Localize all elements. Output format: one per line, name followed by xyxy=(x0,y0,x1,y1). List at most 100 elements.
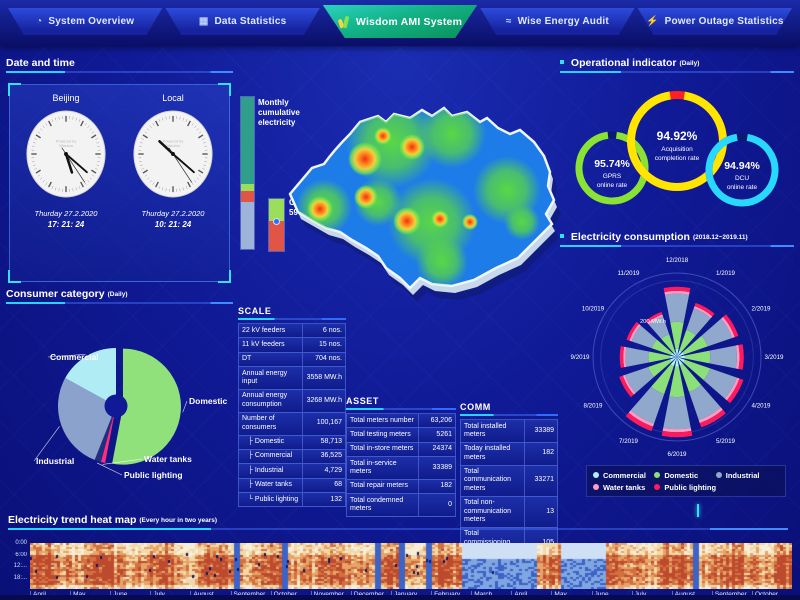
table-head-line xyxy=(238,318,346,320)
clock-date: Thurday 27.2.2020 xyxy=(141,209,205,218)
svg-text:Acquisition: Acquisition xyxy=(661,146,693,153)
consumer-pie-chart: Domestic Water tanks Public lighting Indust… xyxy=(6,304,233,509)
trend-heatmap-panel: Electricity trend heat map (Every hour in… xyxy=(0,514,800,600)
title-underline xyxy=(8,528,788,530)
row-label: Total installed meters xyxy=(464,422,507,438)
svg-text:DCU: DCU xyxy=(735,175,749,182)
row-label: └ Public lighting xyxy=(248,495,299,503)
row-value: 5261 xyxy=(418,428,455,442)
svg-text:5/2019: 5/2019 xyxy=(716,438,735,445)
row-value: 182 xyxy=(418,479,455,494)
table-row: ├ Commercial 36,525 xyxy=(238,449,346,465)
table-row: └ Public lighting 132 xyxy=(238,493,346,508)
table-row: Total testing meters 5261 xyxy=(346,428,456,443)
system-overview-icon: ◔ xyxy=(36,16,43,27)
clock-time: 10: 21: 24 xyxy=(154,220,192,229)
svg-text:10/2019: 10/2019 xyxy=(582,306,605,313)
table-head-line xyxy=(346,408,456,410)
tab-data-statistics[interactable]: ▦ Data Statistics xyxy=(165,8,319,35)
svg-text:Wisdom: Wisdom xyxy=(59,143,73,148)
clock-box: Beijing Powered by Wisdom Thurday 27.2.20… xyxy=(8,83,231,283)
svg-text:Public lighting: Public lighting xyxy=(124,470,183,480)
row-value: 6 nos. xyxy=(302,324,345,338)
decor-tick xyxy=(697,504,699,517)
svg-text:11/2019: 11/2019 xyxy=(618,270,640,277)
hour-label: 18:... xyxy=(13,574,27,581)
row-value: 3268 MW.h xyxy=(302,389,345,412)
analog-clock: Powered by Wisdom xyxy=(121,107,225,206)
svg-text:4/2019: 4/2019 xyxy=(752,403,771,410)
row-label: ├ Water tanks xyxy=(248,481,292,489)
local-clock: Local Powered by Wisdom Thurday 27.2.2020… xyxy=(121,93,225,229)
row-value: 100,167 xyxy=(302,412,345,435)
corner-accent xyxy=(218,83,231,96)
legend-item: Industrial xyxy=(715,469,777,481)
table-row: Total installed meters 33389 xyxy=(460,419,558,443)
table-row: Total in-store meters 24374 xyxy=(346,442,456,458)
row-label: Total meters number xyxy=(350,416,414,424)
row-label: Total testing meters xyxy=(350,430,411,438)
hour-label: 0:00 xyxy=(15,540,27,546)
svg-text:94.92%: 94.92% xyxy=(657,129,698,143)
tab-system-overview[interactable]: ◔ System Overview xyxy=(8,8,162,35)
row-label: Today installed meters xyxy=(464,445,511,461)
table-row: 11 kV feeders 15 nos. xyxy=(238,338,346,353)
scale-table-title: SCALE xyxy=(238,306,272,316)
table-row: Total non-communication meters 13 xyxy=(460,496,558,528)
corner-accent xyxy=(8,83,21,96)
tab-power-outage-statistics[interactable]: ⚡ Power Outage Statistics xyxy=(638,8,792,35)
energy-audit-icon: ≈ xyxy=(505,16,512,27)
current-load-marker xyxy=(273,218,280,225)
row-label: Total in-store meters xyxy=(350,445,414,453)
row-value: 13 xyxy=(524,496,557,527)
electricity-consumption-title: Electricity consumption (2018.12~2019.11) xyxy=(560,231,794,243)
svg-text:Powered by: Powered by xyxy=(56,138,77,143)
row-label: Total communication meters xyxy=(464,468,512,492)
table-row: Annual energy input 3558 MW.h xyxy=(238,367,346,390)
clock-city-label: Local xyxy=(162,93,184,103)
svg-text:12/2018: 12/2018 xyxy=(666,257,689,264)
table-row: Number of consumers 100,167 xyxy=(238,412,346,436)
row-value: 4,729 xyxy=(302,464,345,478)
svg-text:completion rate: completion rate xyxy=(655,155,700,162)
row-value: 704 nos. xyxy=(302,352,345,367)
row-label: Annual energy input xyxy=(242,369,288,386)
row-label: Number of consumers xyxy=(242,415,277,431)
row-label: 22 kV feeders xyxy=(242,326,286,334)
date-time-panel: Date and time Beijing Powered by Wisdom T… xyxy=(6,57,233,286)
legend-item: Public lighting xyxy=(654,481,716,493)
svg-text:GPRS: GPRS xyxy=(603,173,622,180)
asset-table: ASSET Total meters number 63,206 Total tes… xyxy=(346,396,456,518)
svg-text:3/2019: 3/2019 xyxy=(765,354,784,361)
row-value: 58,713 xyxy=(302,435,345,449)
tab-wise-energy-audit[interactable]: ≈ Wise Energy Audit xyxy=(480,8,634,35)
row-label: ├ Commercial xyxy=(248,452,293,460)
legend-item: Water tanks xyxy=(593,481,654,493)
row-value: 68 xyxy=(302,478,345,493)
svg-text:Industrial: Industrial xyxy=(36,456,74,466)
tab-wisdom-ami-system[interactable]: Wisdom AMI System xyxy=(323,5,477,38)
svg-text:9/2019: 9/2019 xyxy=(571,354,590,361)
row-label: DT xyxy=(242,355,252,363)
table-row: ├ Water tanks 68 xyxy=(238,478,346,494)
svg-text:6/2019: 6/2019 xyxy=(668,451,687,458)
operational-indicator-title: Operational indicator (Daily) xyxy=(560,57,794,69)
svg-text:200 MW.h: 200 MW.h xyxy=(640,319,666,325)
row-label: Total in-service meters xyxy=(350,459,397,476)
row-value: 0 xyxy=(418,494,455,517)
row-value: 33271 xyxy=(524,465,557,496)
corner-accent xyxy=(218,270,231,283)
clock-city-label: Beijing xyxy=(52,93,80,103)
svg-text:Powered by: Powered by xyxy=(163,138,184,143)
row-value: 3558 MW.h xyxy=(302,367,345,389)
row-label: Total non-communication meters xyxy=(464,499,512,524)
power-outage-icon: ⚡ xyxy=(645,16,659,27)
row-value: 132 xyxy=(302,493,345,507)
corner-accent xyxy=(8,270,21,283)
table-head-line xyxy=(460,414,558,416)
title-underline xyxy=(560,71,794,73)
row-label: ├ Domestic xyxy=(248,438,285,446)
title-underline xyxy=(6,302,233,304)
svg-text:Wisdom: Wisdom xyxy=(166,143,180,148)
